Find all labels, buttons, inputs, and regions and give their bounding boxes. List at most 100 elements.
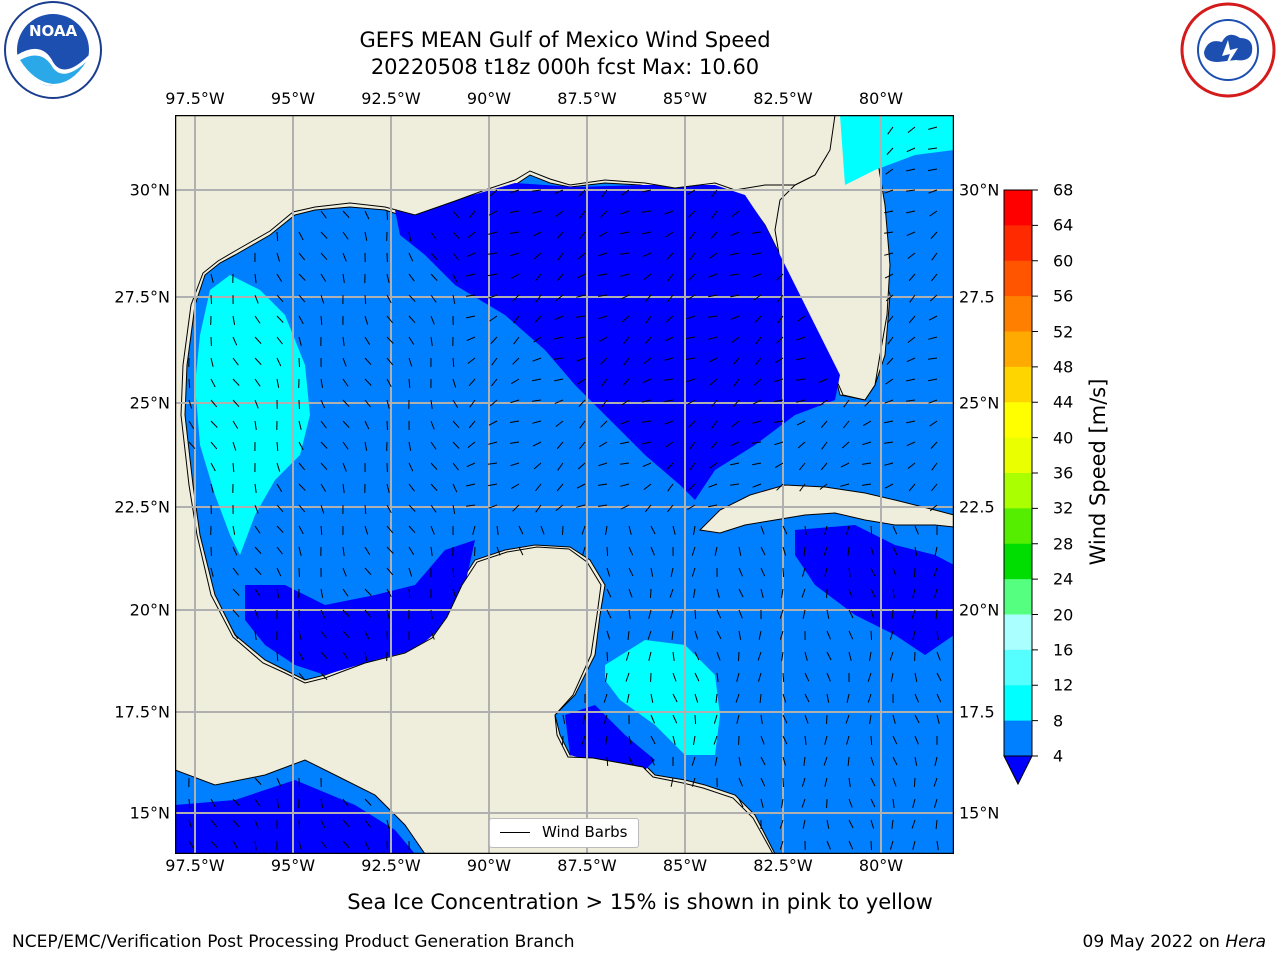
wind-barb (912, 630, 916, 640)
wind-barb (298, 462, 306, 471)
wind-barb (846, 525, 850, 535)
wind-barb (928, 315, 938, 321)
wind-barb (870, 525, 873, 536)
wind-barb (622, 378, 630, 386)
wind-barb (408, 336, 415, 345)
wind-barb (232, 315, 236, 325)
wind-barb (556, 441, 564, 450)
colorbar-tick-label: 60 (1053, 251, 1074, 271)
colorbar-band (1004, 331, 1032, 368)
wind-barb (693, 735, 696, 745)
colorbar-tick-label: 36 (1053, 463, 1074, 483)
wind-barb (579, 441, 586, 450)
lon-tick-top: 85°W (662, 89, 708, 108)
wind-barb (755, 336, 762, 345)
colorbar-band (1004, 473, 1032, 509)
wind-barb (489, 315, 498, 322)
wind-barb (510, 273, 520, 280)
wind-barb (298, 420, 302, 430)
wind-barb (606, 651, 609, 662)
wind-barb (488, 504, 498, 509)
wind-barb (599, 231, 608, 238)
wind-barb (555, 210, 564, 217)
wind-barb (672, 525, 676, 535)
wind-barb (577, 462, 586, 470)
wind-barb (642, 252, 652, 258)
wind-barb (532, 189, 542, 192)
wind-barb (628, 567, 634, 577)
wind-barb (510, 252, 520, 257)
wind-barb (532, 420, 542, 424)
wind-barb (691, 567, 696, 577)
wind-barb (935, 819, 938, 830)
wind-barb (210, 357, 214, 367)
wind-barb (452, 294, 456, 304)
wind-barb (342, 819, 350, 827)
lat-tick-left: 15°N (129, 803, 170, 823)
wind-barb (759, 693, 762, 704)
wind-barb (650, 756, 655, 766)
wind-barb (889, 630, 894, 640)
wind-barb (708, 336, 718, 340)
wind-barb (298, 504, 306, 513)
wind-barb (885, 294, 894, 302)
wind-barb (887, 315, 894, 324)
wind-barb (232, 462, 235, 473)
wind-barb (711, 189, 718, 198)
wind-barb (823, 756, 828, 766)
wind-barb (600, 210, 608, 218)
lon-tick-top: 92.5°W (361, 89, 421, 108)
wind-barb (606, 588, 612, 598)
colorbar-band (1004, 366, 1032, 403)
wind-barb (627, 630, 630, 640)
wind-barb (642, 420, 652, 423)
wind-barb (364, 420, 370, 430)
wind-barb (796, 420, 806, 426)
wind-barb (848, 567, 851, 577)
wind-barb (298, 252, 306, 261)
wind-barb (232, 546, 238, 556)
wind-barb (884, 441, 894, 444)
wind-barb (708, 357, 718, 363)
wind-barb (931, 483, 938, 492)
wind-barb (752, 462, 762, 466)
wind-barb (342, 546, 345, 556)
lat-tick-left: 27.5°N (114, 287, 170, 307)
wind-barb (931, 273, 938, 282)
wind-barb (911, 819, 916, 829)
wind-barb (776, 483, 784, 491)
wind-barb (840, 462, 850, 468)
wind-barb (667, 273, 674, 282)
lat-tick-left: 20°N (129, 600, 170, 620)
colorbar-tick-label: 56 (1053, 286, 1074, 306)
wind-barb (848, 630, 854, 640)
wind-barb (342, 420, 350, 428)
wind-barb (782, 525, 788, 535)
wind-barb (887, 126, 894, 135)
wind-barb (928, 336, 938, 340)
wind-barb (606, 546, 609, 557)
wind-barb (886, 147, 894, 155)
wind-barb (672, 735, 676, 745)
wind-barb (232, 588, 240, 596)
wind-barb (625, 651, 630, 661)
wind-barb (556, 483, 564, 492)
wind-barb (710, 231, 718, 239)
wind-barb (452, 273, 458, 283)
wind-barb (364, 294, 367, 305)
wind-barb (452, 210, 460, 219)
wind-barb (620, 441, 630, 445)
wind-barb (797, 441, 806, 449)
wind-barb (804, 651, 808, 661)
wind-barb (232, 840, 239, 849)
wind-barb (276, 273, 283, 282)
wind-barb (576, 483, 586, 489)
wind-barb (928, 357, 938, 360)
wind-barb (796, 357, 806, 361)
wind-barb (709, 462, 718, 469)
wind-barb (364, 378, 372, 386)
wind-barb (578, 189, 586, 197)
wind-barb (598, 315, 608, 320)
wind-barb (870, 630, 873, 641)
wind-barb (579, 420, 586, 429)
